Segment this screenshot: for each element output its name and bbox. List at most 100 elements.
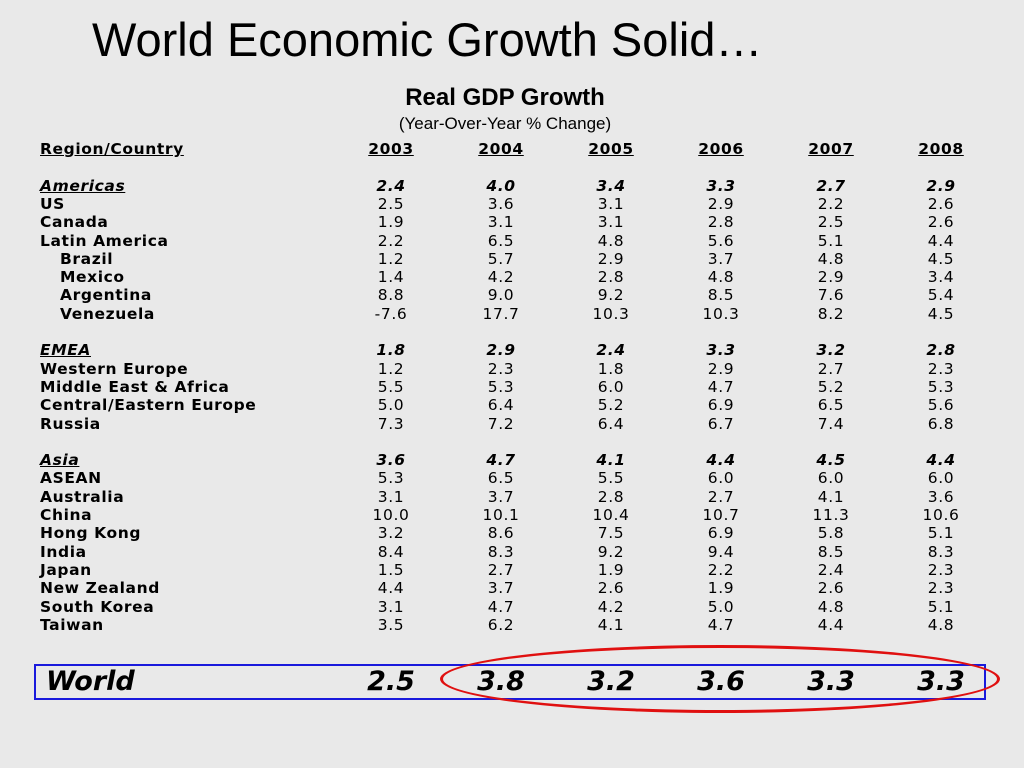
column-header-year: 2006 — [698, 140, 744, 158]
table-cell: 17.7 — [482, 304, 520, 323]
table-cell: 2.6 — [597, 579, 625, 598]
table-cell: 4.7 — [486, 451, 516, 470]
table-cell: 3.1 — [597, 213, 625, 232]
table-cell: 6.5 — [487, 231, 515, 250]
table-cell: 5.2 — [597, 396, 625, 415]
table-cell: 5.1 — [927, 597, 955, 616]
table-cell: 4.2 — [597, 597, 625, 616]
table-cell: 2.7 — [487, 560, 515, 579]
table-cell: 4.4 — [817, 615, 845, 634]
table-cell: 8.5 — [817, 542, 845, 561]
row-label: Latin America — [40, 231, 169, 250]
table-cell: 9.0 — [487, 286, 515, 305]
world-value: 2.5 — [367, 666, 415, 697]
table-cell: 4.4 — [927, 231, 955, 250]
table-cell: 3.2 — [377, 524, 405, 543]
table-cell: 3.1 — [597, 194, 625, 213]
table-cell: 6.4 — [597, 414, 625, 433]
table-cell: 1.9 — [707, 579, 735, 598]
table-cell: 2.5 — [817, 213, 845, 232]
table-cell: 2.7 — [816, 176, 846, 195]
table-cell: 5.3 — [377, 469, 405, 488]
table-cell: 2.9 — [597, 249, 625, 268]
table-cell: 8.3 — [487, 542, 515, 561]
row-label: Australia — [40, 487, 125, 506]
table-cell: 2.4 — [596, 341, 626, 360]
world-row-label: World — [46, 666, 135, 697]
table-cell: 1.9 — [377, 213, 405, 232]
row-label: Canada — [40, 213, 109, 232]
table-cell: 2.2 — [817, 194, 845, 213]
table-cell: 2.7 — [817, 359, 845, 378]
row-label: Japan — [40, 560, 92, 579]
table-cell: 6.9 — [707, 524, 735, 543]
table-cell: 4.8 — [707, 268, 735, 287]
table-cell: 2.9 — [926, 176, 956, 195]
table-cell: 5.1 — [927, 524, 955, 543]
table-cell: 2.8 — [597, 487, 625, 506]
table-cell: 6.9 — [707, 396, 735, 415]
row-label: Hong Kong — [40, 524, 142, 543]
table-cell: 10.3 — [702, 304, 740, 323]
table-cell: 7.4 — [817, 414, 845, 433]
column-header-year: 2007 — [808, 140, 854, 158]
table-cell: 9.2 — [597, 542, 625, 561]
table-cell: 5.3 — [487, 377, 515, 396]
table-cell: 3.2 — [816, 341, 846, 360]
table-cell: 8.4 — [377, 542, 405, 561]
table-cell: 2.3 — [927, 359, 955, 378]
table-cell: 8.5 — [707, 286, 735, 305]
table-cell: 2.6 — [927, 194, 955, 213]
table-cell: 5.0 — [377, 396, 405, 415]
table-cell: 2.2 — [707, 560, 735, 579]
table-cell: 9.4 — [707, 542, 735, 561]
table-cell: 4.0 — [486, 176, 516, 195]
table-cell: 4.1 — [817, 487, 845, 506]
row-label: Middle East & Africa — [40, 377, 230, 396]
table-cell: 1.9 — [597, 560, 625, 579]
row-label: ASEAN — [40, 469, 102, 488]
table-cell: 3.7 — [707, 249, 735, 268]
table-title: Real GDP Growth — [405, 84, 605, 111]
table-cell: 4.7 — [487, 597, 515, 616]
row-label: Mexico — [60, 268, 125, 287]
table-cell: 4.5 — [816, 451, 846, 470]
table-cell: 3.4 — [927, 268, 955, 287]
table-cell: 10.1 — [482, 506, 520, 524]
table-cell: 10.7 — [702, 506, 740, 524]
table-cell: 3.6 — [376, 451, 406, 470]
table-cell: 8.6 — [487, 524, 515, 543]
table-cell: 4.8 — [597, 231, 625, 250]
table-cell: 4.8 — [817, 249, 845, 268]
table-cell: 2.8 — [597, 268, 625, 287]
column-header-year: 2003 — [368, 140, 414, 158]
row-label: Central/Eastern Europe — [40, 396, 257, 415]
table-cell: 5.5 — [597, 469, 625, 488]
table-cell: 2.3 — [927, 579, 955, 598]
highlight-oval — [440, 645, 1000, 713]
table-cell: 10.6 — [922, 506, 960, 524]
table-cell: 2.8 — [926, 341, 956, 360]
table-cell: 2.2 — [377, 231, 405, 250]
table-cell: 6.7 — [707, 414, 735, 433]
table-cell: 5.3 — [927, 377, 955, 396]
table-cell: 3.4 — [596, 176, 626, 195]
table-cell: 4.8 — [927, 615, 955, 634]
table-cell: 1.2 — [377, 249, 405, 268]
table-cell: 10.0 — [372, 506, 410, 524]
slide-title: World Economic Growth Solid… — [92, 13, 763, 66]
table-cell: 4.4 — [377, 579, 405, 598]
table-cell: 5.5 — [377, 377, 405, 396]
table-cell: 5.8 — [817, 524, 845, 543]
table-cell: 4.1 — [596, 451, 626, 470]
table-cell: 3.1 — [487, 213, 515, 232]
table-cell: 3.1 — [377, 487, 405, 506]
row-label: Taiwan — [40, 615, 104, 634]
table-cell: 5.6 — [927, 396, 955, 415]
table-cell: 2.3 — [487, 359, 515, 378]
table-cell: 6.2 — [487, 615, 515, 634]
table-subtitle: (Year-Over-Year % Change) — [398, 114, 612, 133]
table-cell: 2.7 — [707, 487, 735, 506]
section-label: EMEA — [40, 341, 91, 360]
row-label: US — [40, 194, 65, 213]
